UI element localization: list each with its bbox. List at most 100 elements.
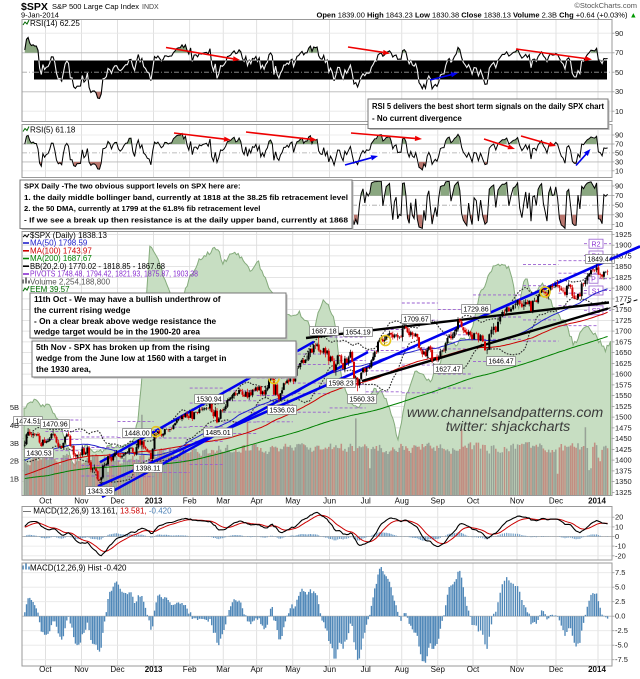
svg-text:EEM 39.57: EEM 39.57 — [30, 285, 70, 294]
svg-text:1530.94: 1530.94 — [196, 397, 221, 404]
svg-text:1430.53: 1430.53 — [26, 451, 51, 458]
svg-text:- On a clear break above wedge: - On a clear break above wedge resistanc… — [34, 316, 217, 326]
svg-text:2013: 2013 — [145, 497, 163, 506]
svg-text:the 1930 area,: the 1930 area, — [36, 364, 91, 374]
svg-text:90: 90 — [615, 29, 623, 38]
svg-text:30: 30 — [615, 87, 623, 96]
svg-text:MA(50) 1798.59: MA(50) 1798.59 — [30, 239, 88, 248]
svg-text:Sep: Sep — [431, 497, 446, 506]
svg-text:1343.35: 1343.35 — [87, 489, 112, 496]
svg-text:Aug: Aug — [395, 665, 409, 674]
svg-text:Apr: Apr — [250, 665, 263, 674]
svg-text:— MACD(12,26,9) 13.161, 13.581: — MACD(12,26,9) 13.161, 13.581, -0.420 — [23, 507, 172, 516]
svg-text:30: 30 — [615, 157, 623, 166]
svg-text:1600: 1600 — [615, 370, 632, 379]
svg-text:1875: 1875 — [615, 251, 632, 260]
svg-text:Nov: Nov — [510, 665, 524, 674]
svg-text:1650: 1650 — [615, 348, 632, 357]
svg-text:Oct: Oct — [467, 665, 480, 674]
svg-text:R2: R2 — [592, 242, 601, 249]
svg-text:$SPX (Daily) 1838.13: $SPX (Daily) 1838.13 — [30, 231, 107, 240]
svg-text:1425: 1425 — [615, 445, 632, 454]
svg-text:2B: 2B — [10, 457, 19, 466]
svg-text:-5.0: -5.0 — [615, 641, 628, 650]
svg-text:Mar: Mar — [216, 497, 230, 506]
svg-text:wedge from the June low at 156: wedge from the June low at 1560 with a t… — [35, 353, 226, 363]
svg-text:50: 50 — [615, 68, 623, 77]
svg-text:1350: 1350 — [615, 477, 632, 486]
svg-text:1775: 1775 — [615, 294, 632, 303]
svg-text:30: 30 — [615, 210, 623, 219]
svg-text:Dec: Dec — [549, 665, 563, 674]
svg-text:Dec: Dec — [549, 497, 563, 506]
svg-text:May: May — [285, 497, 300, 506]
svg-text:5B: 5B — [10, 403, 19, 412]
svg-text:RSI 5 delivers the best short: RSI 5 delivers the best short term signa… — [372, 102, 604, 111]
svg-text:70: 70 — [615, 140, 623, 149]
svg-text:1. the daily middle bollinger: 1. the daily middle bollinger band, curr… — [24, 193, 348, 202]
svg-text:2.5: 2.5 — [615, 597, 625, 606]
svg-text:90: 90 — [615, 182, 623, 191]
svg-text:1687.18: 1687.18 — [311, 329, 336, 336]
svg-text:Jun: Jun — [323, 497, 336, 506]
svg-text:Dec: Dec — [110, 665, 124, 674]
svg-text:Nov: Nov — [74, 665, 88, 674]
svg-text:9-Jan-2014: 9-Jan-2014 — [21, 11, 59, 20]
svg-text:90: 90 — [615, 131, 623, 140]
svg-text:1825: 1825 — [615, 273, 632, 282]
svg-text:2014: 2014 — [588, 665, 606, 674]
svg-text:10: 10 — [615, 220, 623, 229]
svg-text:0.0: 0.0 — [615, 612, 625, 621]
svg-text:Apr: Apr — [250, 497, 263, 506]
svg-text:1500: 1500 — [615, 413, 632, 422]
svg-text:10: 10 — [615, 107, 623, 116]
svg-text:1448.00: 1448.00 — [124, 431, 149, 438]
svg-text:Nov: Nov — [510, 497, 524, 506]
svg-text:10: 10 — [615, 166, 623, 175]
svg-text:50: 50 — [615, 201, 623, 210]
svg-text:1900: 1900 — [615, 241, 632, 250]
svg-text:- If we see a break up then re: - If we see a break up then resistance i… — [24, 215, 348, 224]
svg-text:1525: 1525 — [615, 402, 632, 411]
svg-text:1475: 1475 — [615, 423, 632, 432]
svg-text:Feb: Feb — [183, 497, 197, 506]
svg-text:2013: 2013 — [145, 665, 163, 674]
svg-text:INDX: INDX — [142, 4, 159, 11]
svg-text:1325: 1325 — [615, 488, 632, 497]
svg-text:1725: 1725 — [615, 316, 632, 325]
svg-text:1849.44: 1849.44 — [587, 257, 612, 264]
svg-text:MACD(12,26,9) Hist -0.420: MACD(12,26,9) Hist -0.420 — [30, 564, 127, 573]
svg-text:Aug: Aug — [395, 497, 409, 506]
svg-text:5.0: 5.0 — [615, 583, 625, 592]
svg-text:11th Oct - We may have a bulli: 11th Oct - We may have a bullish underth… — [34, 294, 221, 304]
svg-text:Jun: Jun — [323, 665, 336, 674]
svg-text:1850: 1850 — [615, 262, 632, 271]
svg-text:Dec: Dec — [110, 497, 124, 506]
svg-text:Volume 2,254,188,800: Volume 2,254,188,800 — [30, 277, 111, 286]
svg-text:1575: 1575 — [615, 380, 632, 389]
svg-text:1536.03: 1536.03 — [269, 408, 294, 415]
svg-text:1627.47: 1627.47 — [435, 367, 460, 374]
svg-text:RSI(14) 62.25: RSI(14) 62.25 — [30, 19, 80, 28]
svg-text:1925: 1925 — [615, 230, 632, 239]
svg-text:1400: 1400 — [615, 456, 632, 465]
svg-text:Open 1839.00 High 1843.23 Low: Open 1839.00 High 1843.23 Low 1830.38 Cl… — [317, 11, 637, 20]
svg-text:Oct: Oct — [39, 665, 52, 674]
svg-text:-7.5: -7.5 — [615, 655, 628, 664]
svg-text:1709.67: 1709.67 — [403, 317, 428, 324]
svg-text:70: 70 — [615, 191, 623, 200]
svg-text:1375: 1375 — [615, 466, 632, 475]
svg-text:©StockCharts.com: ©StockCharts.com — [574, 1, 637, 10]
svg-text:Feb: Feb — [183, 665, 197, 674]
svg-text:Sep: Sep — [431, 665, 446, 674]
svg-text:Oct: Oct — [39, 497, 52, 506]
svg-text:3B: 3B — [10, 439, 19, 448]
svg-text:4B: 4B — [10, 421, 19, 430]
svg-text:Nov: Nov — [74, 497, 88, 506]
svg-text:1550: 1550 — [615, 391, 632, 400]
svg-text:2014: 2014 — [588, 497, 606, 506]
svg-text:S&P 500 Large Cap Index: S&P 500 Large Cap Index — [52, 2, 139, 11]
svg-text:1800: 1800 — [615, 284, 632, 293]
svg-text:SPX Daily -The two obvious sup: SPX Daily -The two obvious support level… — [24, 182, 240, 191]
svg-text:1598.23: 1598.23 — [328, 381, 353, 388]
